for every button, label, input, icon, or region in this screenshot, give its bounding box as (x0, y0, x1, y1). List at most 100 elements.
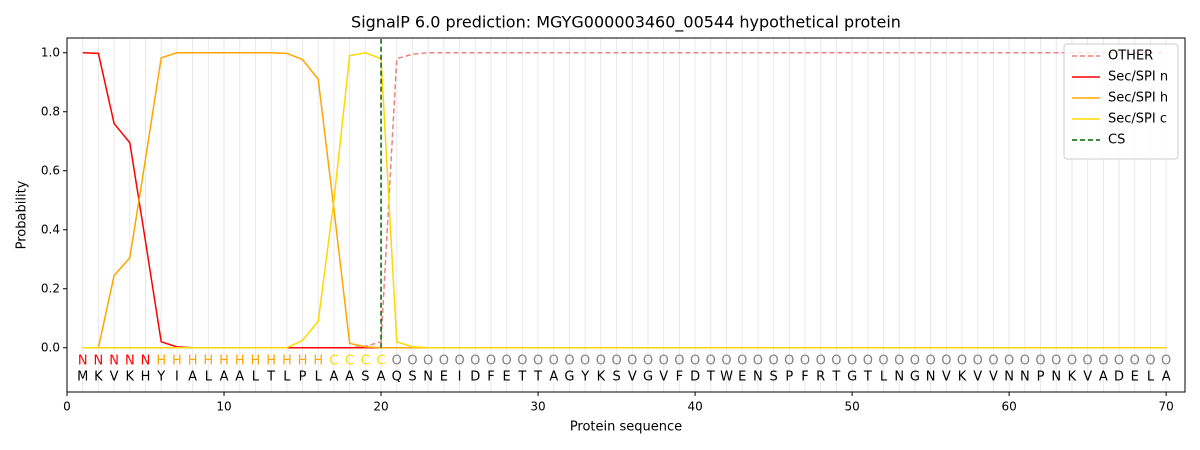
residue-label: S (612, 370, 620, 385)
legend-label: Sec/SPI c (1108, 112, 1167, 127)
region-label: O (392, 354, 402, 369)
x-tick-label: 50 (844, 400, 859, 414)
region-label: O (439, 354, 449, 369)
residue-label: Y (156, 370, 165, 385)
y-tick-label: 0.8 (41, 104, 60, 118)
region-label: O (910, 354, 920, 369)
region-label: H (203, 354, 213, 369)
region-label: O (627, 354, 637, 369)
residue-label: L (1147, 370, 1155, 385)
residue-label: A (235, 370, 244, 385)
region-label: O (1004, 354, 1014, 369)
residue-label: L (880, 370, 888, 385)
region-label: O (1114, 354, 1124, 369)
region-label: C (345, 354, 354, 369)
legend: OTHER Sec/SPI n Sec/SPI h Sec/SPI c CS (1063, 43, 1179, 160)
residue-label: A (329, 370, 338, 385)
residue-label: F (487, 370, 494, 385)
residue-label: Y (580, 370, 589, 385)
y-tick-label: 0.2 (41, 281, 60, 295)
residue-label: F (676, 370, 683, 385)
region-label: O (768, 354, 778, 369)
x-tick-label: 0 (63, 400, 71, 414)
residue-label: L (252, 370, 260, 385)
residue-label: S (769, 370, 777, 385)
region-label: O (863, 354, 873, 369)
residue-label: V (628, 370, 637, 385)
residue-label: I (458, 370, 462, 385)
y-tick-label: 0.0 (41, 340, 60, 354)
region-label: O (847, 354, 857, 369)
residue-label: N (1051, 370, 1061, 385)
residue-label: V (989, 370, 998, 385)
residue-label: G (564, 370, 574, 385)
x-tick-label: 30 (530, 400, 545, 414)
y-tick-label: 1.0 (41, 45, 60, 59)
legend-label: Sec/SPI h (1108, 91, 1168, 106)
residue-label: V (973, 370, 982, 385)
residue-label: P (299, 370, 307, 385)
region-label: C (377, 354, 386, 369)
region-label: H (172, 354, 182, 369)
residue-label: T (863, 370, 872, 385)
region-label: O (407, 354, 417, 369)
residue-label: L (315, 370, 323, 385)
residue-label: I (175, 370, 179, 385)
residue-label: G (847, 370, 857, 385)
residue-label: D (470, 370, 480, 385)
region-label: O (721, 354, 731, 369)
residue-label: N (926, 370, 936, 385)
legend-label: OTHER (1108, 49, 1153, 64)
residue-label: K (94, 370, 103, 385)
series-line (82, 52, 1167, 349)
region-label: O (611, 354, 621, 369)
residue-label: V (659, 370, 668, 385)
residue-label: V (942, 370, 951, 385)
series-line (82, 52, 1167, 349)
residue-label: V (110, 370, 119, 385)
region-label: O (659, 354, 669, 369)
region-label: O (517, 354, 527, 369)
region-label: O (690, 354, 700, 369)
region-label: N (94, 354, 104, 369)
region-label: O (423, 354, 433, 369)
region-label: O (470, 354, 480, 369)
region-label: O (737, 354, 747, 369)
residue-label: D (690, 370, 700, 385)
region-label: O (643, 354, 653, 369)
region-label: H (219, 354, 229, 369)
residue-label: N (423, 370, 433, 385)
series-line (82, 51, 1167, 349)
residue-label: K (1068, 370, 1077, 385)
y-tick-label: 0.6 (41, 163, 60, 177)
residue-label: N (753, 370, 763, 385)
residue-label: H (141, 370, 151, 385)
residue-label: T (533, 370, 542, 385)
region-label: O (706, 354, 716, 369)
residue-label: E (1131, 370, 1139, 385)
legend-label: CS (1108, 133, 1125, 148)
x-tick-label: 20 (373, 400, 388, 414)
region-label: O (596, 354, 606, 369)
residue-label: E (503, 370, 511, 385)
plot-frame (66, 37, 1186, 393)
residue-label: G (643, 370, 653, 385)
region-label: H (266, 354, 276, 369)
residue-label: T (831, 370, 840, 385)
region-label: H (298, 354, 308, 369)
residue-label: K (126, 370, 135, 385)
residue-label: A (1099, 370, 1108, 385)
x-axis-label: Protein sequence (570, 420, 682, 435)
residue-label: N (1020, 370, 1030, 385)
region-label: O (816, 354, 826, 369)
region-label: O (502, 354, 512, 369)
region-label: O (1145, 354, 1155, 369)
region-label: O (580, 354, 590, 369)
legend-box (1063, 43, 1179, 160)
residue-label: P (785, 370, 793, 385)
region-label: O (894, 354, 904, 369)
region-label: N (125, 354, 135, 369)
residue-label: N (894, 370, 904, 385)
region-label: C (361, 354, 370, 369)
